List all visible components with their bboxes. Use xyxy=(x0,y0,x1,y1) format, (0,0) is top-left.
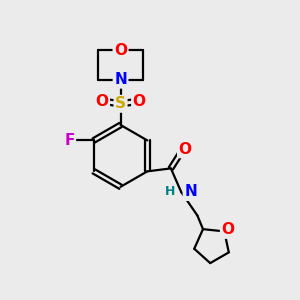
Text: O: O xyxy=(221,222,234,237)
Text: O: O xyxy=(178,142,191,157)
Text: H: H xyxy=(165,185,175,199)
Text: F: F xyxy=(64,133,75,148)
Text: O: O xyxy=(95,94,109,109)
Text: O: O xyxy=(133,94,146,109)
Text: O: O xyxy=(114,43,127,58)
Text: N: N xyxy=(184,184,197,200)
Text: N: N xyxy=(114,72,127,87)
Text: S: S xyxy=(115,96,126,111)
